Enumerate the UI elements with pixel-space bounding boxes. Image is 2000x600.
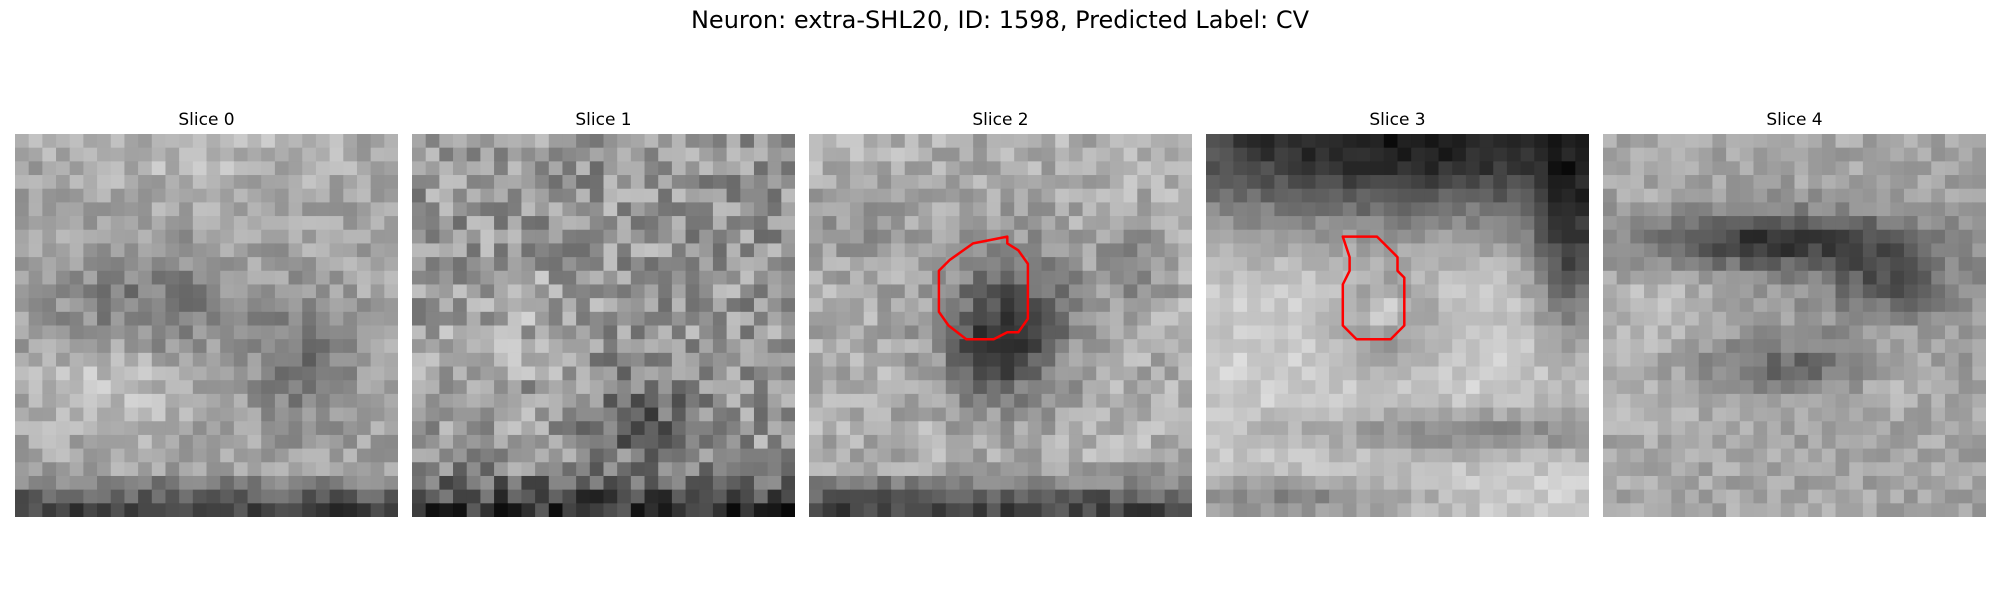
- pixel-grid: [412, 134, 795, 517]
- pixel-grid: [1206, 134, 1589, 517]
- pixel-grid: [809, 134, 1192, 517]
- slice-image-0: [15, 134, 398, 517]
- slice-image-2: [809, 134, 1192, 517]
- slice-image-3: [1206, 134, 1589, 517]
- slice-title-2: Slice 2: [972, 110, 1029, 130]
- pixel-grid: [15, 134, 398, 517]
- roi-contour: [937, 235, 1030, 341]
- slice-image-1: [412, 134, 795, 517]
- pixel-grid: [1603, 134, 1986, 517]
- slice-title-3: Slice 3: [1369, 110, 1426, 130]
- slice-title-1: Slice 1: [575, 110, 632, 130]
- slice-image-4: [1603, 134, 1986, 517]
- figure-title: Neuron: extra-SHL20, ID: 1598, Predicted…: [690, 6, 1310, 34]
- slice-title-4: Slice 4: [1766, 110, 1823, 130]
- slice-title-0: Slice 0: [178, 110, 235, 130]
- roi-contour: [1341, 235, 1406, 341]
